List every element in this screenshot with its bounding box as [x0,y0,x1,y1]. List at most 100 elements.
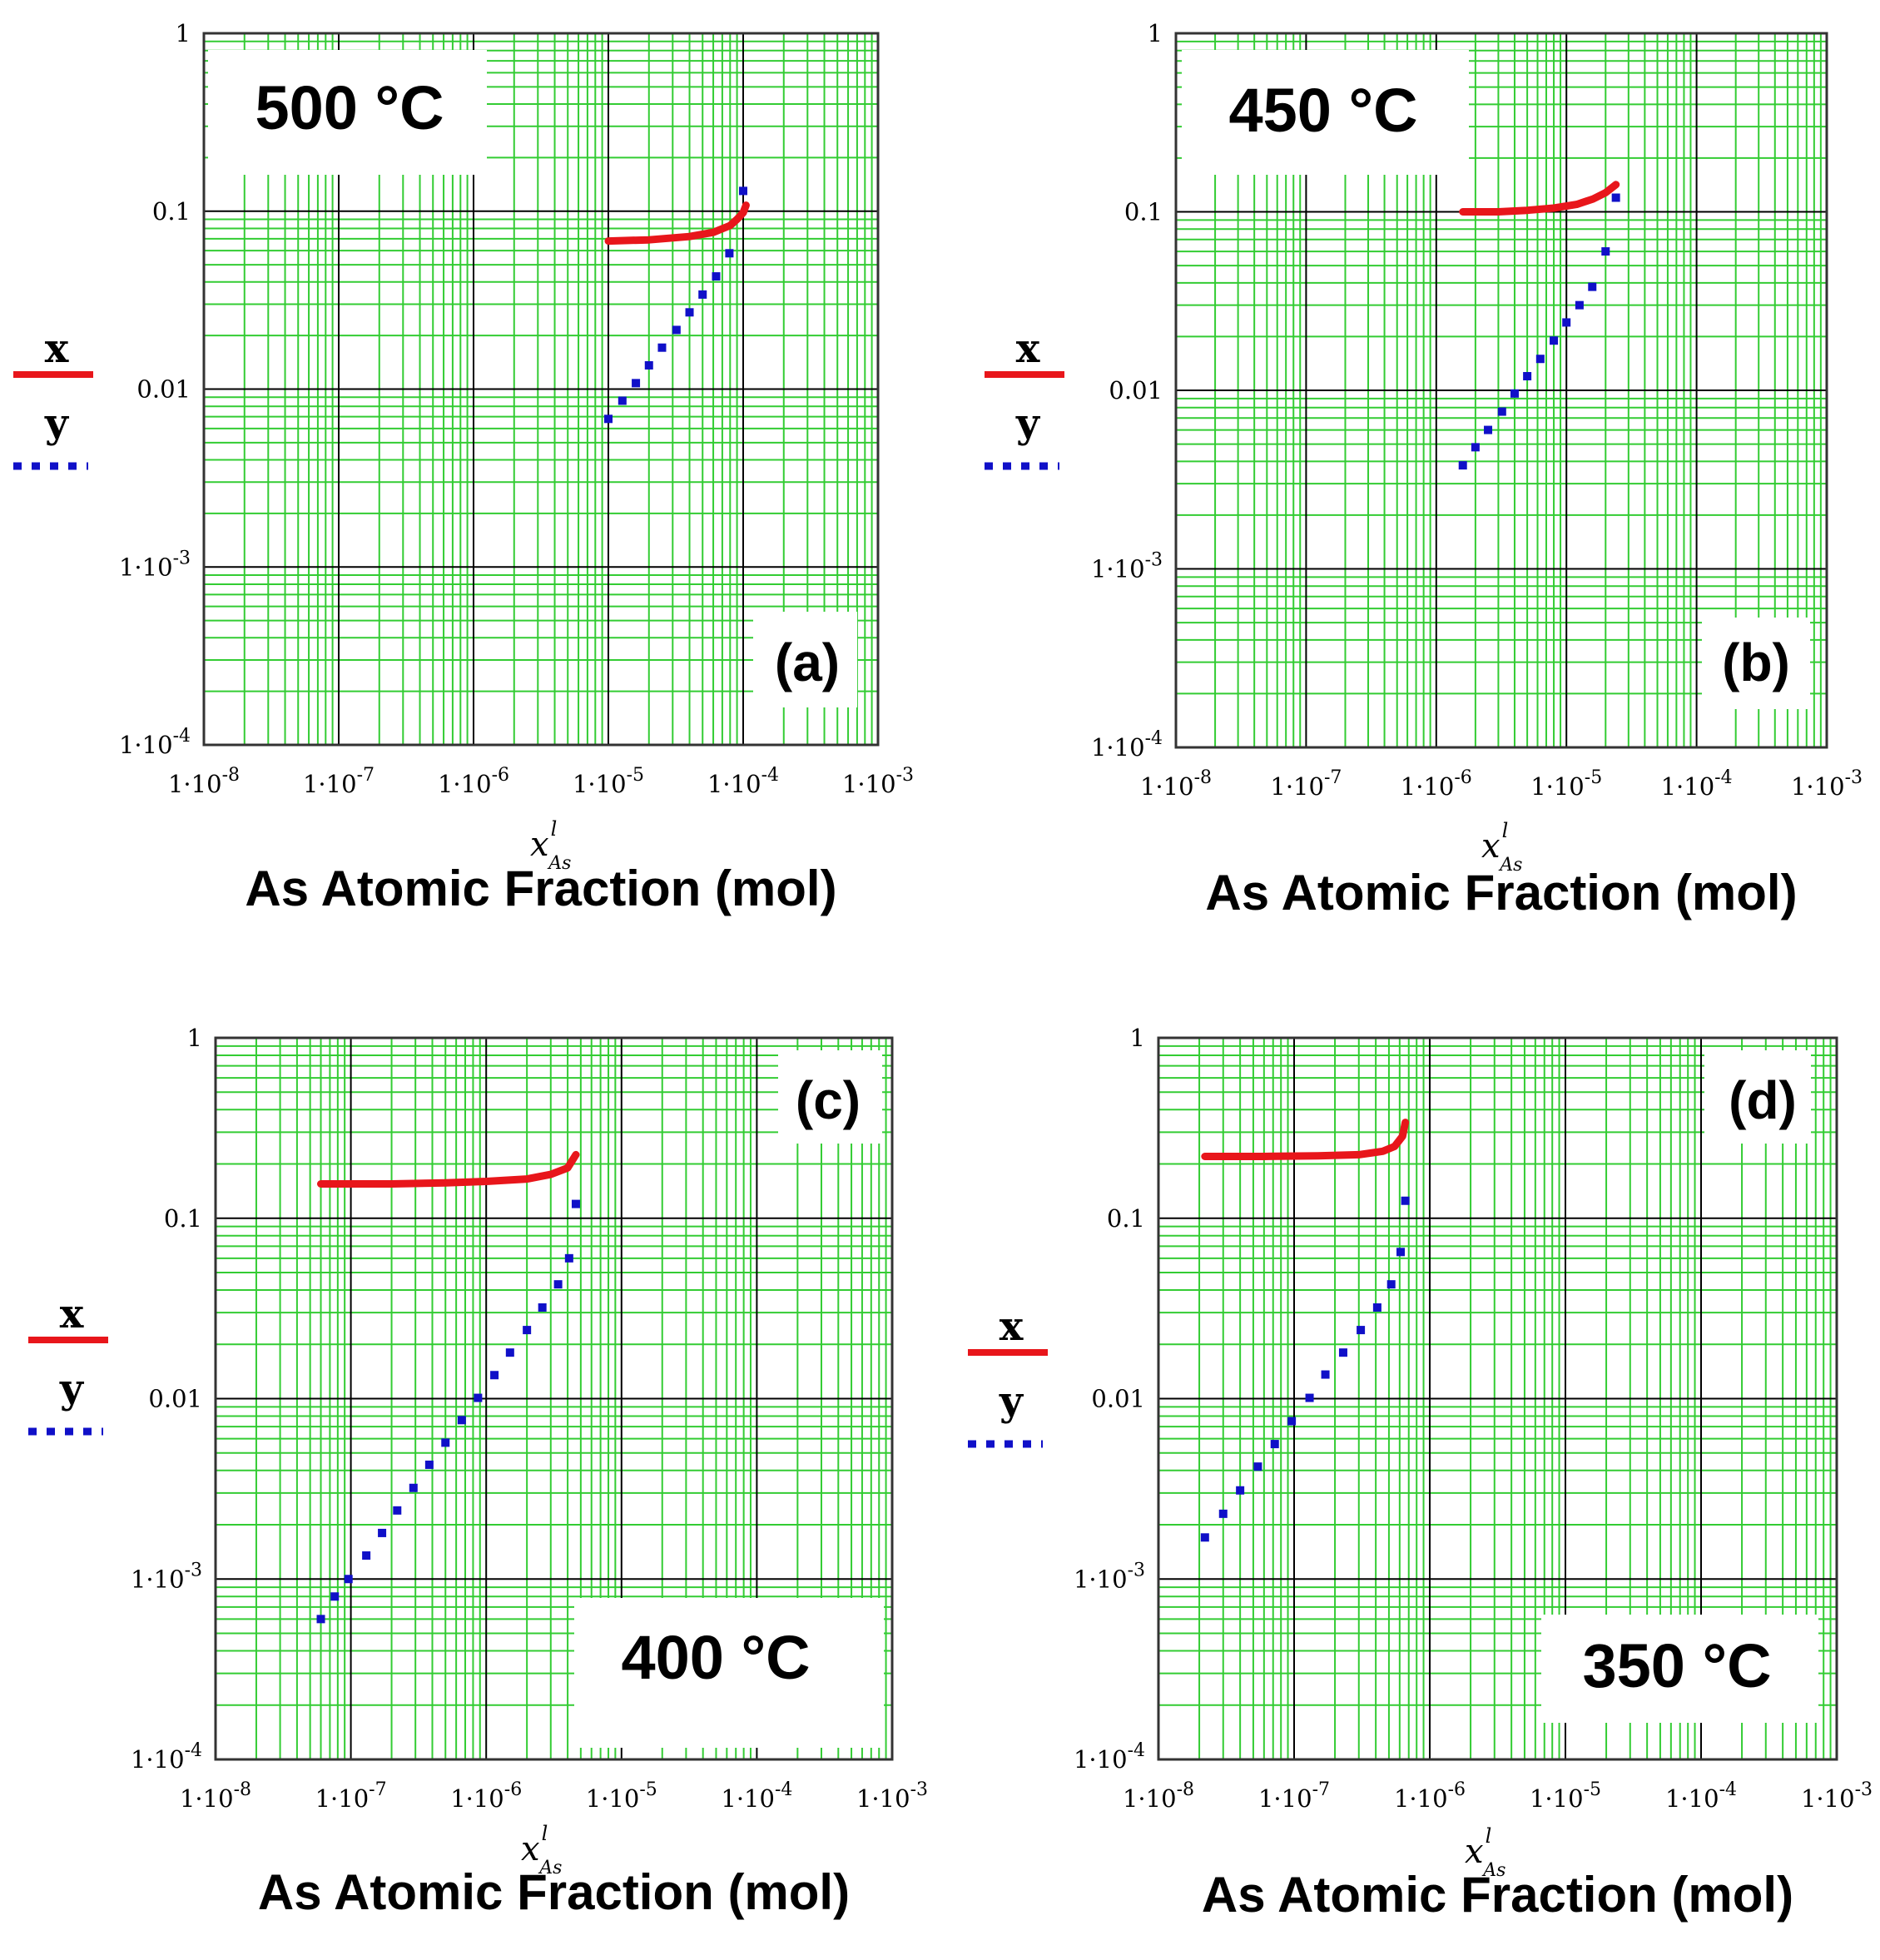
temperature-label: 500 °C [255,73,444,142]
legend-y-label: y [1015,400,1041,447]
legend-x-label: x [1000,1303,1024,1350]
temperature-box [1182,50,1469,175]
y-tick-label: 1 [176,19,191,47]
series-y-point [538,1303,547,1312]
temperature-box [1541,1615,1818,1723]
y-tick-label: 0.1 [1124,198,1163,226]
chart-panel-b: 450 °C(b)1·10-8 1·10-7 1·10-6 1·10-5 1·10-4 1… [985,19,1863,920]
axis-symbol: xl As [1481,819,1522,876]
temperature-label: 450 °C [1228,76,1417,145]
y-tick-label: 0.01 [148,1385,202,1413]
series-y-point [1357,1326,1366,1335]
y-tick-label: 1 [1130,1024,1145,1052]
series-y-point [644,360,653,370]
legend: xy [968,1303,1048,1448]
panel-label: (b) [1722,633,1790,692]
series-y-point [474,1393,483,1402]
legend-y-label: y [59,1366,85,1412]
series-y-point [424,1460,434,1469]
legend-y-label: y [999,1378,1024,1425]
panel-label-box [1702,618,1810,709]
series-y-point [1497,407,1506,416]
series-y-point [1575,300,1584,310]
series-y-point [632,379,641,388]
panel-label: (d) [1729,1070,1797,1130]
series-y-point [1321,1370,1330,1379]
series-y-point [362,1551,371,1561]
panel-label-box [753,612,857,707]
series-y-point [1287,1417,1297,1426]
y-tick-label: 0.1 [152,197,191,226]
series-y-point [672,325,681,335]
series-y-point [698,290,707,299]
y-tick-label: 0.01 [136,375,191,404]
series-y-markers [1458,193,1620,470]
x-axis-title: As Atomic Fraction (mol) [258,1864,850,1920]
series-y-point [1396,1248,1406,1257]
series-y-markers [1200,1196,1410,1542]
series-y-point [1236,1486,1245,1495]
temperature-box [208,50,487,175]
legend-x-label: x [60,1291,84,1337]
x-axis-title: As Atomic Fraction (mol) [1202,1867,1793,1923]
series-y-point [1601,247,1610,256]
x-tick-label: 1·10-8 [168,765,240,798]
y-tick-label: 0.01 [1091,1385,1145,1413]
series-y-point [1562,318,1571,327]
legend-x-label: x [45,325,69,372]
y-tick-label: 1 [1148,19,1163,47]
series-y-point [490,1371,499,1380]
series-y-point [685,308,694,317]
series-y-markers [316,1199,580,1624]
series-y-point [1510,389,1519,398]
series-y-point [1471,443,1480,452]
series-y-point [1611,193,1620,202]
axis-symbol: xl As [1465,1824,1505,1881]
temperature-label: 400 °C [621,1623,810,1692]
series-y-point [571,1199,580,1208]
series-y-point [1550,336,1559,345]
temperature-label: 350 °C [1582,1631,1771,1700]
series-y-point [618,396,627,405]
series-y-point [1305,1393,1314,1402]
y-tick-label: 0.1 [1107,1204,1145,1233]
series-y-point [1200,1533,1209,1542]
y-tick-label: 0.1 [164,1204,202,1233]
series-y-point [330,1592,340,1601]
y-tick-label: 1 [187,1024,202,1052]
series-y-point [1523,372,1532,381]
series-y-point [725,249,734,258]
axis-symbol: xl As [521,1822,562,1878]
legend: xy [28,1291,108,1436]
y-tick-label: 0.01 [1109,376,1163,404]
panel-label-box [778,1050,882,1144]
series-y-point [505,1348,514,1357]
series-y-point [316,1615,325,1624]
series-y-point [604,414,613,424]
plot-frame [1157,1036,1838,1761]
series-y-point [457,1416,466,1425]
series-x-line [317,1150,580,1188]
series-y-point [1401,1196,1410,1205]
legend-x-label: x [1016,325,1040,372]
series-y-point [1458,461,1467,470]
series-y-point [657,343,667,352]
legend-y-label: y [44,400,70,447]
series-x-line [1201,1119,1410,1160]
series-y-point [344,1575,353,1584]
plot-frame [214,1036,894,1761]
series-y-point [712,272,721,281]
series-y-point [1372,1303,1381,1312]
series-y-point [1386,1280,1396,1289]
series-y-point [1588,282,1597,291]
plot-frame [202,32,880,747]
x-axis-title: As Atomic Fraction (mol) [1205,865,1797,920]
series-y-point [1253,1462,1262,1471]
series-y-point [1218,1509,1228,1518]
x-axis-title: As Atomic Fraction (mol) [245,861,836,916]
series-y-point [441,1438,450,1447]
series-y-markers [604,186,747,424]
series-y-point [1535,355,1545,364]
series-y-point [553,1280,563,1289]
